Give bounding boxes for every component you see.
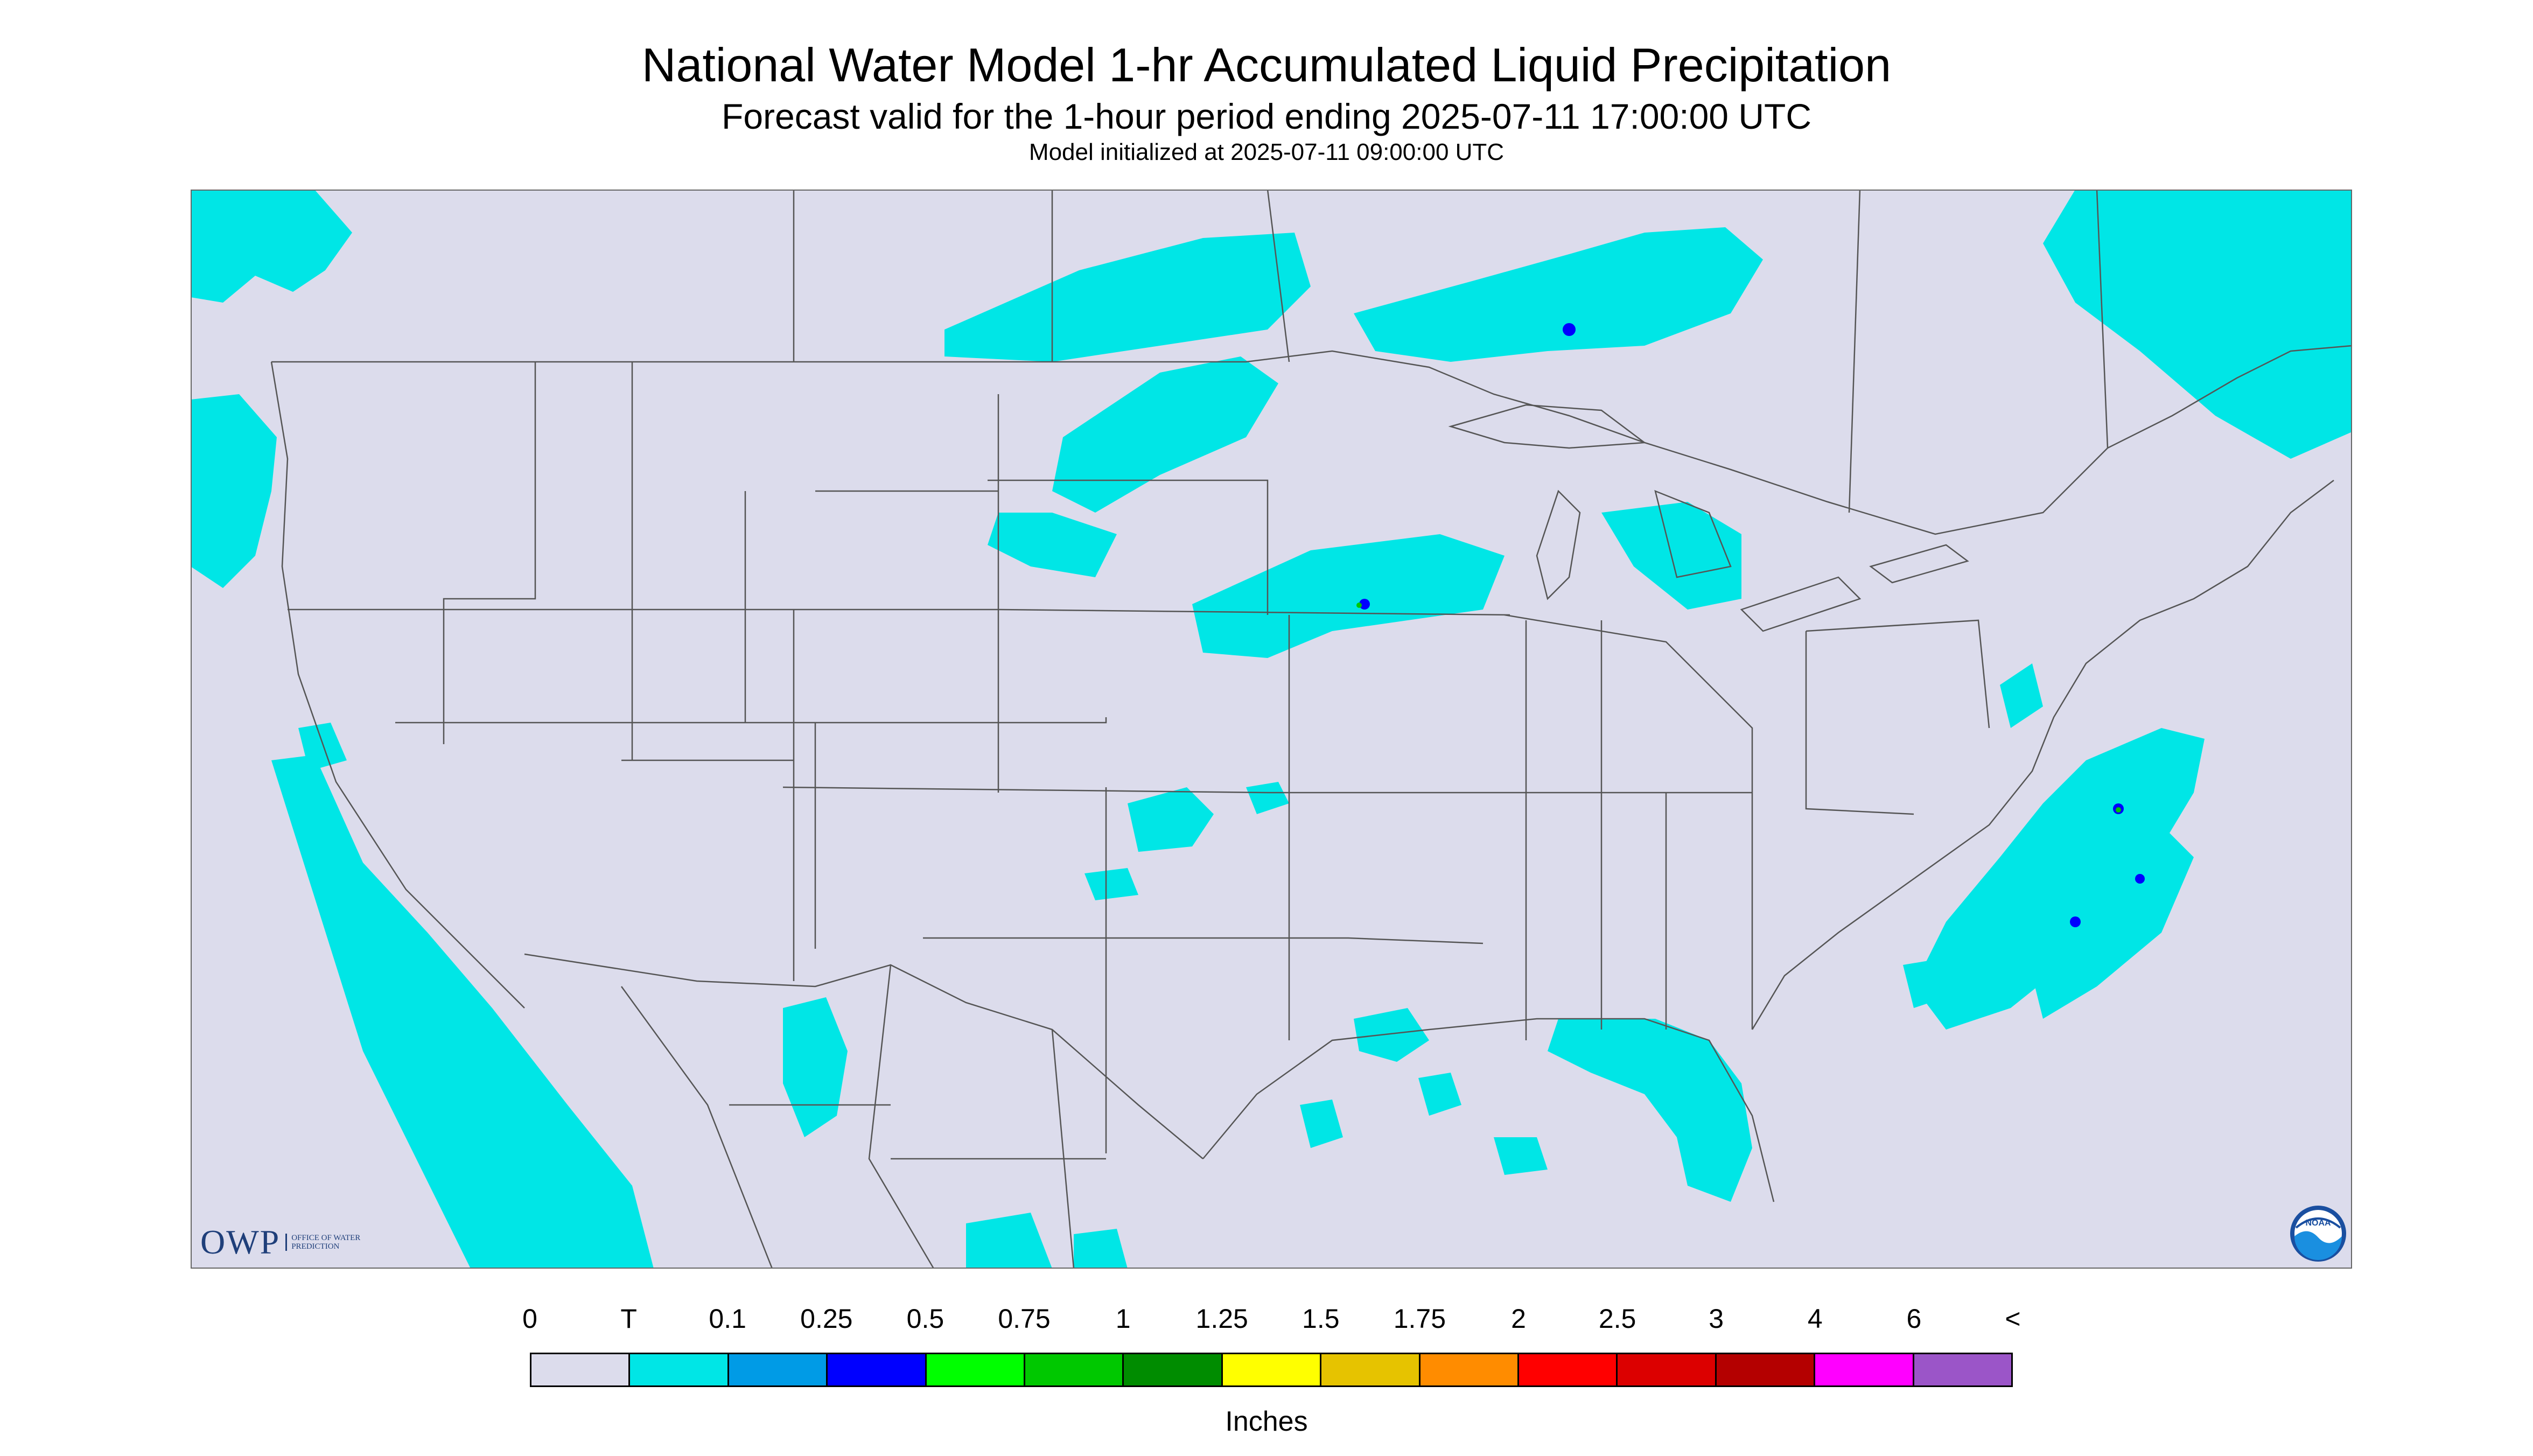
map-title: National Water Model 1-hr Accumulated Li… [641, 38, 1892, 92]
legend-tick-label: 0.5 [906, 1304, 944, 1334]
legend-tick-labels: 0 T 0.1 0.25 0.5 0.75 1 1.25 1.5 1.75 2 2.5 3 4 6 < [0, 1303, 2533, 1341]
precip-cores [1359, 323, 2145, 927]
legend-swatch [1618, 1354, 1717, 1385]
legend-swatch [1321, 1354, 1421, 1385]
legend-tick-label: 1.75 [1393, 1304, 1446, 1334]
legend-swatch [1025, 1354, 1124, 1385]
legend-tick-label: 6 [1906, 1304, 1922, 1334]
legend-swatch [1914, 1354, 2012, 1385]
legend-tick-label: 0.75 [998, 1304, 1051, 1334]
legend-tick-label: T [620, 1304, 637, 1334]
legend-tick-label: < [2005, 1304, 2021, 1334]
legend-swatch [1420, 1354, 1520, 1385]
precip-areas [191, 190, 2352, 1269]
owp-logo-text: OFFICE OF WATER PREDICTION [285, 1234, 372, 1251]
legend-tick-label: 2 [1511, 1304, 1526, 1334]
map-subtitle: Forecast valid for the 1-hour period end… [722, 96, 1811, 136]
noaa-logo: NOAA [2290, 1206, 2346, 1262]
legend-tick-label: 4 [1807, 1304, 1823, 1334]
legend-tick-label: 1.5 [1302, 1304, 1340, 1334]
legend-swatch [1222, 1354, 1322, 1385]
model-init-text: Model initialized at 2025-07-11 09:00:00… [1028, 139, 1505, 165]
legend-units: Inches [1225, 1406, 1308, 1437]
noaa-logo-text: NOAA [2305, 1219, 2331, 1228]
legend-swatch [531, 1354, 631, 1385]
boundaries [270, 190, 2352, 1269]
legend-tick-label: 0.1 [709, 1304, 746, 1334]
legend-swatch [729, 1354, 828, 1385]
legend-swatch [630, 1354, 729, 1385]
legend-tick-label: 0.25 [800, 1304, 853, 1334]
legend-swatch [1124, 1354, 1223, 1385]
legend-swatch [1519, 1354, 1618, 1385]
legend-swatch [1716, 1354, 1816, 1385]
legend-tick-label: 1 [1115, 1304, 1131, 1334]
legend-tick-label: 0 [522, 1304, 537, 1334]
legend-swatch [1815, 1354, 1914, 1385]
legend-tick-label: 3 [1709, 1304, 1724, 1334]
legend-swatch [926, 1354, 1026, 1385]
owp-logo: OWP OFFICE OF WATER PREDICTION [200, 1222, 372, 1262]
map-svg [191, 190, 2352, 1269]
legend-tick-label: 2.5 [1598, 1304, 1636, 1334]
projection-edge-left [191, 190, 471, 1269]
precipitation-map [191, 190, 2352, 1269]
legend-color-bar [530, 1353, 2013, 1387]
owp-logo-mark: OWP [200, 1223, 281, 1261]
legend-tick-label: 1.25 [1195, 1304, 1248, 1334]
legend-swatch [828, 1354, 927, 1385]
